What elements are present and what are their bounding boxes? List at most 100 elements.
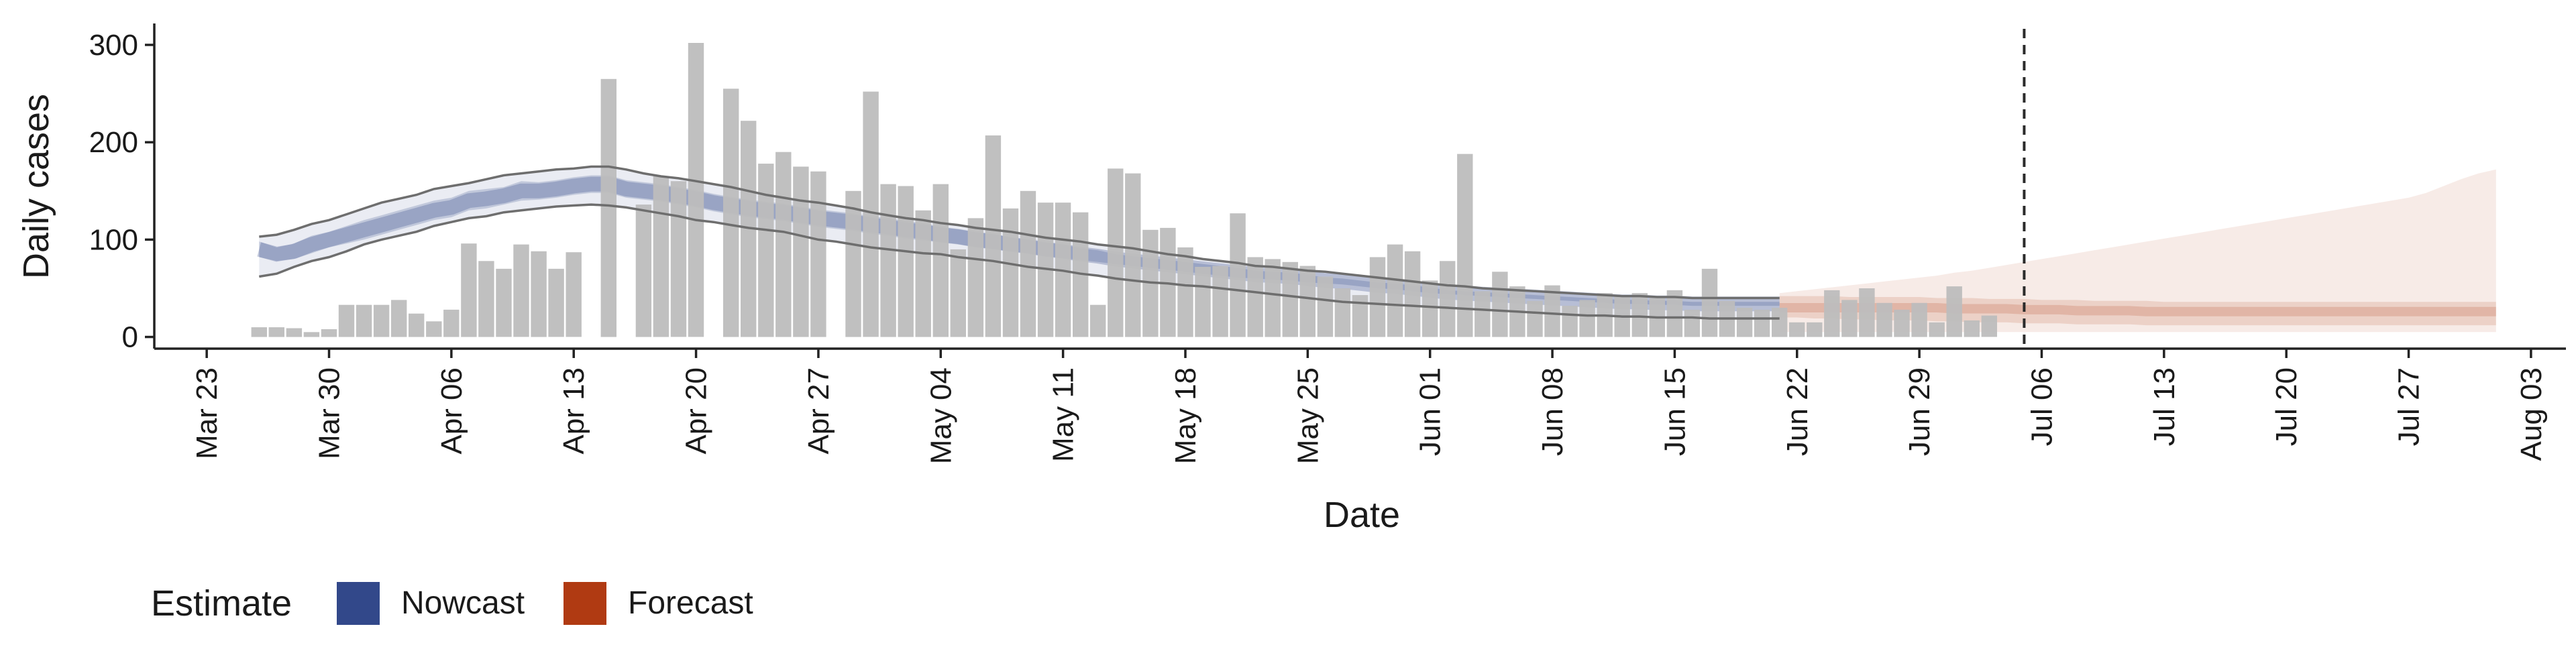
case-bar <box>1299 266 1316 337</box>
case-bar <box>1334 288 1351 337</box>
case-bar <box>1684 309 1701 337</box>
y-tick-label: 0 <box>122 321 138 354</box>
case-bar <box>1841 300 1858 337</box>
x-tick-label: Jun 22 <box>1781 367 1814 456</box>
case-bar <box>1474 291 1491 337</box>
case-bar <box>1631 293 1648 337</box>
y-axis-ticks: 0 100 200 300 <box>89 29 154 354</box>
y-tick-label: 200 <box>89 126 138 159</box>
case-bar <box>775 152 792 337</box>
case-bar <box>670 181 687 337</box>
case-bar <box>1265 259 1281 337</box>
x-axis-title: Date <box>1324 495 1400 535</box>
x-tick-label: Apr 20 <box>680 367 713 455</box>
case-bar <box>566 252 582 337</box>
case-bar <box>1579 300 1595 337</box>
case-bar <box>880 184 896 337</box>
case-bar <box>513 244 529 337</box>
case-bar <box>1894 309 1910 337</box>
x-tick-label: Jul 20 <box>2270 367 2303 446</box>
case-bar <box>1125 173 1141 337</box>
case-bar <box>1002 208 1019 337</box>
case-bar <box>1964 320 1980 337</box>
case-bar <box>356 304 372 337</box>
x-tick-label: May 11 <box>1047 367 1080 462</box>
case-bar <box>496 268 512 337</box>
case-bar <box>915 210 931 337</box>
case-bar <box>303 332 320 337</box>
nowcast-median <box>257 176 1780 312</box>
y-tick-label: 100 <box>89 223 138 256</box>
case-bar <box>1404 251 1421 337</box>
case-bar <box>845 190 861 337</box>
case-bar <box>863 91 879 337</box>
case-bar <box>1929 322 1945 337</box>
case-bar <box>898 186 914 337</box>
nowcast-interval-lines <box>259 165 1780 320</box>
y-axis-title: Daily cases <box>16 94 56 279</box>
case-bar <box>793 166 809 337</box>
case-bar <box>932 184 949 337</box>
case-bar <box>1492 272 1508 337</box>
case-bar <box>1177 247 1193 337</box>
case-bar <box>443 309 460 337</box>
legend-title: Estimate <box>151 583 292 624</box>
case-bar <box>1946 286 1962 337</box>
forecast-median <box>1779 303 2496 316</box>
case-bar <box>688 43 704 337</box>
x-tick-label: Jun 29 <box>1903 367 1936 456</box>
case-bar <box>1666 290 1683 337</box>
nowcast-lower-line <box>259 203 1780 320</box>
case-bar <box>950 249 966 337</box>
legend-label-forecast: Forecast <box>628 585 753 621</box>
x-tick-label: May 18 <box>1169 367 1202 464</box>
case-bar <box>1440 261 1456 337</box>
x-tick-label: Apr 06 <box>435 367 468 455</box>
x-tick-label: May 25 <box>1291 367 1324 464</box>
x-tick-label: Mar 23 <box>191 367 223 459</box>
case-bars <box>251 43 1997 337</box>
x-tick-label: Apr 27 <box>802 367 835 455</box>
case-bar <box>1422 280 1438 337</box>
x-tick-label: Mar 30 <box>313 367 346 459</box>
case-bar <box>1562 306 1578 337</box>
x-tick-label: Apr 13 <box>557 367 590 455</box>
case-bar <box>1736 308 1753 337</box>
legend-label-nowcast: Nowcast <box>401 585 525 621</box>
legend: Estimate Nowcast Forecast <box>151 582 753 625</box>
case-bar <box>1020 190 1036 337</box>
case-bar <box>1981 315 1997 337</box>
case-bar <box>1090 304 1106 337</box>
nowcast-upper-line <box>259 165 1780 300</box>
y-tick-label: 300 <box>89 29 138 62</box>
case-bar <box>1701 268 1718 337</box>
case-bar <box>286 328 303 337</box>
case-bar <box>758 164 774 337</box>
case-bar <box>321 329 337 337</box>
case-bar <box>1195 267 1211 337</box>
case-bar <box>1387 244 1403 337</box>
legend-swatch-nowcast <box>337 582 380 625</box>
x-tick-label: May 04 <box>924 367 957 464</box>
case-bar <box>810 171 826 337</box>
case-bar <box>1317 276 1334 337</box>
case-bar <box>338 304 355 337</box>
case-bar <box>531 251 547 337</box>
case-bar <box>1807 322 1823 337</box>
case-bar <box>653 176 669 337</box>
case-bar <box>1527 300 1543 337</box>
case-bar <box>251 327 267 337</box>
case-bar <box>1282 261 1298 337</box>
case-bar <box>1212 266 1228 337</box>
case-bar <box>967 218 984 337</box>
case-bar <box>985 135 1002 337</box>
case-bar <box>1369 257 1386 337</box>
case-bar <box>373 304 390 337</box>
nowcast-inner-band <box>259 175 1780 306</box>
x-tick-label: Jul 06 <box>2026 367 2059 446</box>
case-bar <box>1247 257 1263 337</box>
case-bar <box>600 78 616 337</box>
case-bar <box>1352 295 1368 337</box>
